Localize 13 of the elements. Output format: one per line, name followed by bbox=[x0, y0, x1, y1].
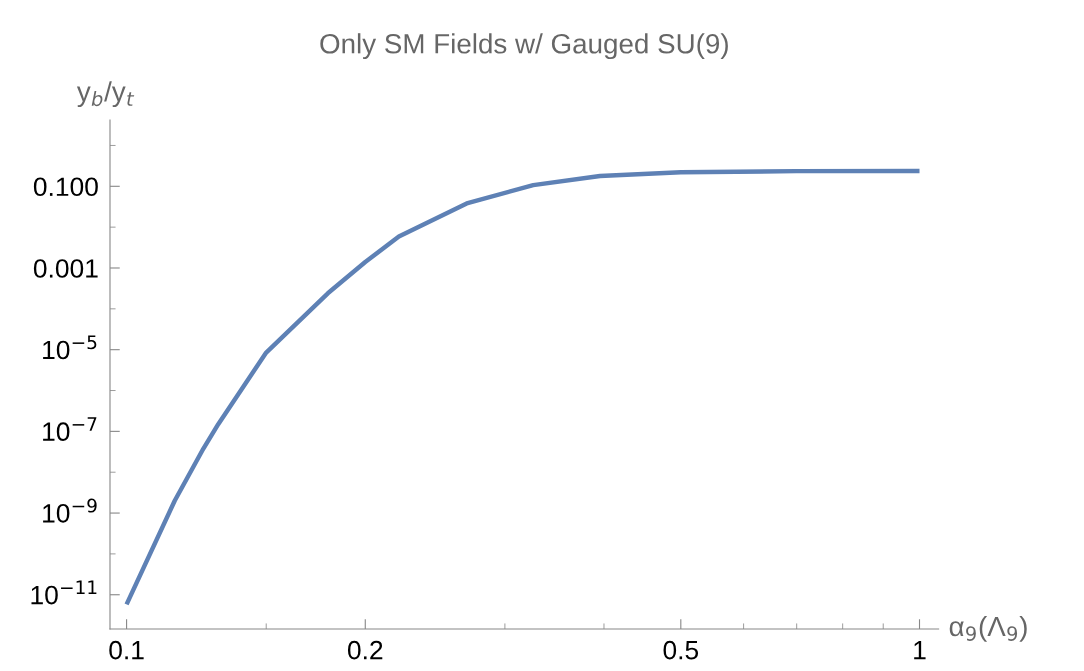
y-tick-label: 10$^{−9}$ bbox=[43, 498, 97, 523]
y-tick-label: 0.001 bbox=[33, 259, 98, 278]
y-axis-title: y$_{b}$/y$_{t}$ bbox=[76, 81, 135, 108]
x-tick-label: 1 bbox=[914, 641, 926, 660]
x-tick-label: 0.5 bbox=[663, 640, 699, 660]
y-tick-label: 10$^{−7}$ bbox=[43, 417, 97, 442]
x-tick-label: 0.1 bbox=[109, 640, 144, 660]
y-tick-label: 0.100 bbox=[33, 177, 98, 197]
chart-title: Only SM Fields w/ Gauged SU(9) bbox=[320, 33, 728, 60]
y-tick-label: 10$^{−11}$ bbox=[31, 580, 97, 605]
y-tick-label: 10$^{−5}$ bbox=[43, 335, 97, 360]
x-axis-title: α$_{9}$(Λ$_{9}$) bbox=[949, 615, 1027, 642]
x-tick-label: 0.2 bbox=[347, 640, 383, 660]
